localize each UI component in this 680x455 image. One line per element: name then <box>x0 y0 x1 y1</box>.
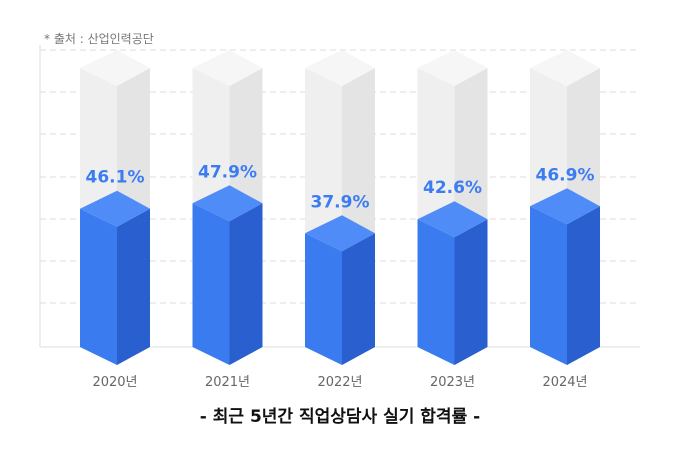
bar-top <box>305 215 375 252</box>
bar-top <box>530 188 600 225</box>
bar-top <box>417 201 488 238</box>
data-label: 46.1% <box>86 168 145 188</box>
ghost-column-top <box>530 50 600 86</box>
bar-side <box>454 219 488 365</box>
x-tick-label: 2024년 <box>542 375 587 390</box>
bar-side <box>117 208 150 365</box>
bar-front <box>192 203 230 365</box>
x-tick-label: 2021년 <box>205 375 250 390</box>
x-tick-label: 2022년 <box>317 375 362 390</box>
bar-side <box>342 233 375 365</box>
chart-title: - 최근 5년간 직업상담사 실기 합격률 - <box>199 407 481 427</box>
ghost-column-top <box>80 50 150 86</box>
x-tick-label: 2020년 <box>92 375 137 390</box>
ghost-column-top <box>192 50 263 86</box>
data-label: 46.9% <box>536 165 595 185</box>
ghost-column-top <box>417 50 488 86</box>
bar-front <box>530 206 567 365</box>
data-label: 47.9% <box>198 162 257 182</box>
x-tick-label: 2023년 <box>430 375 475 390</box>
bar-side <box>567 206 600 365</box>
bar-front <box>80 208 117 365</box>
bar-side <box>229 203 263 365</box>
data-label: 42.6% <box>423 178 482 198</box>
bar-top <box>80 190 150 227</box>
data-label: 37.9% <box>311 192 370 212</box>
bar-front <box>417 219 455 365</box>
source-note: * 출처 : 산업인력공단 <box>44 32 154 46</box>
bar-front <box>305 233 342 365</box>
ghost-column-top <box>305 50 375 86</box>
bar-top <box>192 185 263 222</box>
